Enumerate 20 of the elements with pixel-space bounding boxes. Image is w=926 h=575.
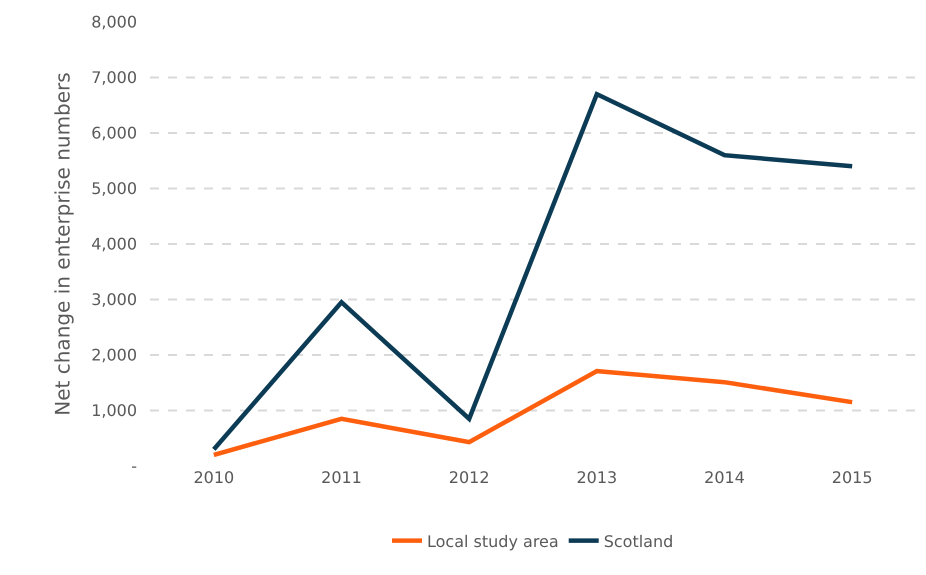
y-tick-label: 6,000 <box>91 124 137 143</box>
y-tick-label: 5,000 <box>91 179 137 198</box>
y-tick-label: 2,000 <box>91 346 137 365</box>
x-tick-label: 2012 <box>448 468 490 487</box>
x-tick-label: 2015 <box>832 468 873 487</box>
legend-label: Scotland <box>604 532 674 551</box>
x-tick-label: 2014 <box>704 468 745 487</box>
line-series <box>212 368 854 458</box>
y-tick-label: - <box>131 456 137 476</box>
y-tick-label: 3,000 <box>91 290 137 310</box>
y-axis-title: Net change in enterprise numbers <box>50 72 75 416</box>
line-series <box>212 92 854 452</box>
legend-label: Local study area <box>427 532 559 551</box>
y-tick-label: 1,000 <box>91 401 137 420</box>
x-tick-label: 2011 <box>321 468 362 487</box>
y-tick-label: 7,000 <box>91 68 137 88</box>
x-tick-label: 2010 <box>193 468 234 487</box>
y-tick-label: 4,000 <box>91 234 137 254</box>
x-tick-label: 2013 <box>576 468 618 487</box>
y-tick-label: 8,000 <box>91 12 137 32</box>
